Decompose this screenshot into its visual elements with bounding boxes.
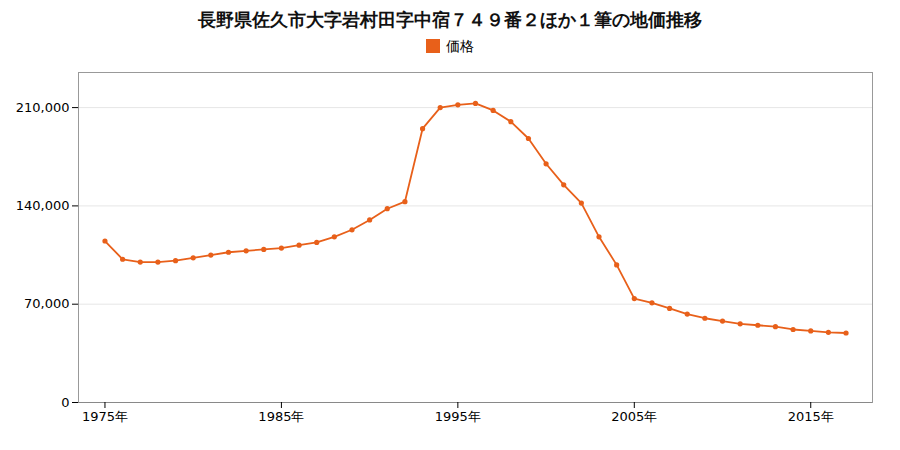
svg-text:0: 0 xyxy=(61,395,69,410)
svg-text:2015年: 2015年 xyxy=(788,409,834,424)
html-text:価格: 価格 xyxy=(446,38,474,54)
html-text:長野県佐久市大字岩村田字中宿７４９番２ほか１筆の地価推移: 長野県佐久市大字岩村田字中宿７４９番２ほか１筆の地価推移 xyxy=(198,9,702,30)
svg-text:2005年: 2005年 xyxy=(611,409,657,424)
svg-text:1985年: 1985年 xyxy=(258,409,304,424)
svg-text:1995年: 1995年 xyxy=(435,409,481,424)
svg-text:210,000: 210,000 xyxy=(16,100,70,115)
svg-text:70,000: 70,000 xyxy=(24,296,70,311)
svg-text:1975年: 1975年 xyxy=(82,409,128,424)
svg-text:140,000: 140,000 xyxy=(16,198,70,213)
